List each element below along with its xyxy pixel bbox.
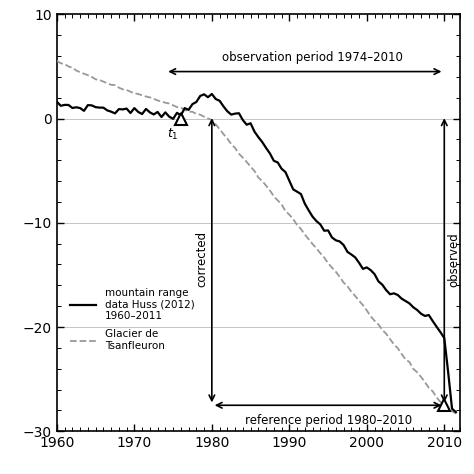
Text: observation period 1974–2010: observation period 1974–2010 — [222, 51, 403, 64]
Text: observed: observed — [447, 232, 460, 287]
Legend: mountain range
data Huss (2012)
1960–2011, Glacier de
Tsanfleuron: mountain range data Huss (2012) 1960–201… — [66, 284, 199, 355]
Text: corrected: corrected — [196, 231, 209, 287]
Text: $t_1$: $t_1$ — [167, 127, 179, 142]
Text: reference period 1980–2010: reference period 1980–2010 — [245, 414, 411, 427]
